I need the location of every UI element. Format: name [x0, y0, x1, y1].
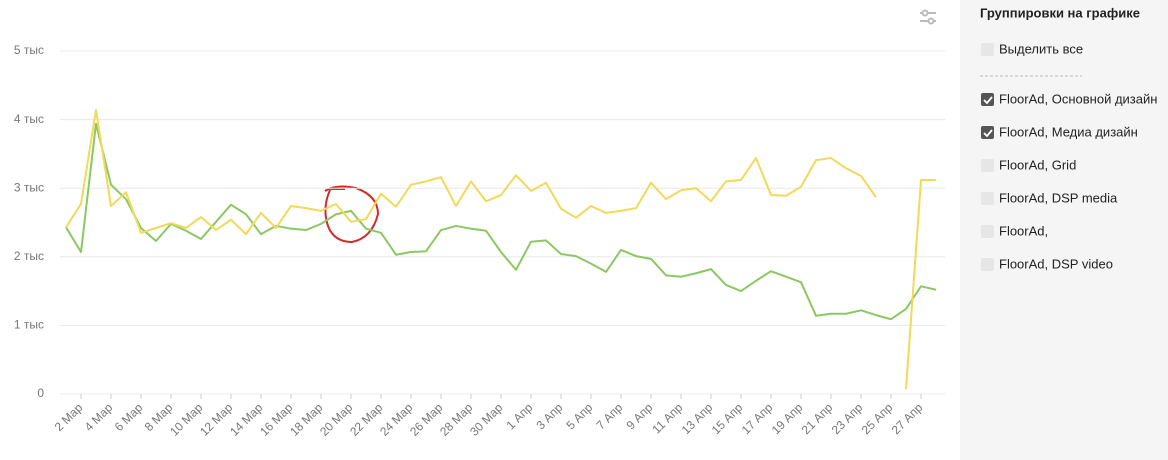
checkmark [983, 96, 993, 105]
legend-item[interactable]: FloorAd, DSP media [999, 190, 1118, 205]
x-tick-label: 2 Мар [52, 400, 86, 434]
legend-item[interactable]: FloorAd, [999, 223, 1048, 238]
series-line [65, 122, 937, 321]
checkbox[interactable] [981, 258, 994, 271]
legend-item[interactable]: FloorAd, Grid [999, 157, 1076, 172]
sidebar-title: Группировки на графике [980, 5, 1140, 20]
series-line [905, 178, 936, 390]
x-tick-label: 21 Апр [799, 400, 836, 437]
settings-icon[interactable] [920, 9, 936, 25]
checkbox[interactable] [981, 192, 994, 205]
x-tick-label: 11 Апр [649, 400, 685, 436]
checkbox[interactable] [981, 93, 994, 106]
sidebar-bg [960, 0, 1168, 460]
legend-item[interactable]: FloorAd, Медиа дизайн [999, 124, 1138, 139]
x-tick-label: 15 Апр [709, 400, 746, 437]
legend-item[interactable]: FloorAd, DSP video [999, 256, 1113, 271]
legend-item[interactable]: FloorAd, Основной дизайн [999, 91, 1157, 106]
x-tick-label: 5 Апр [563, 400, 595, 432]
x-tick-label: 4 Мар [82, 400, 116, 434]
checkmark [983, 129, 993, 138]
select-all[interactable]: Выделить все [999, 41, 1083, 56]
hand-drawn-circle [324, 185, 380, 244]
y-tick-label: 4 тыс [14, 112, 44, 126]
x-tick-label: 7 Апр [593, 400, 625, 432]
series-line [65, 108, 877, 236]
x-tick-label: 17 Апр [739, 400, 776, 437]
y-tick-label: 5 тыс [14, 43, 44, 57]
checkbox[interactable] [981, 225, 994, 238]
y-tick-label: 2 тыс [14, 249, 44, 263]
x-tick-label: 6 Мар [112, 400, 146, 434]
y-tick-label: 3 тыс [14, 180, 44, 194]
x-tick-label: 19 Апр [769, 400, 806, 437]
checkbox[interactable] [981, 126, 994, 139]
y-tick-label: 1 тыс [14, 318, 44, 332]
x-tick-label: 23 Апр [829, 400, 866, 437]
x-tick-label: 25 Апр [859, 400, 896, 437]
x-tick-label: 13 Апр [679, 400, 716, 437]
sidebar: Группировки на графике Выделить все Floo… [980, 5, 1157, 271]
x-tick-label: 30 Мар [467, 400, 506, 439]
y-tick-label: 0 [37, 386, 44, 400]
x-tick-label: 1 Апр [503, 400, 535, 432]
x-tick-label: 27 Апр [889, 400, 926, 437]
x-tick-label: 3 Апр [533, 400, 565, 432]
checkbox[interactable] [981, 159, 994, 172]
checkbox[interactable] [981, 43, 994, 56]
